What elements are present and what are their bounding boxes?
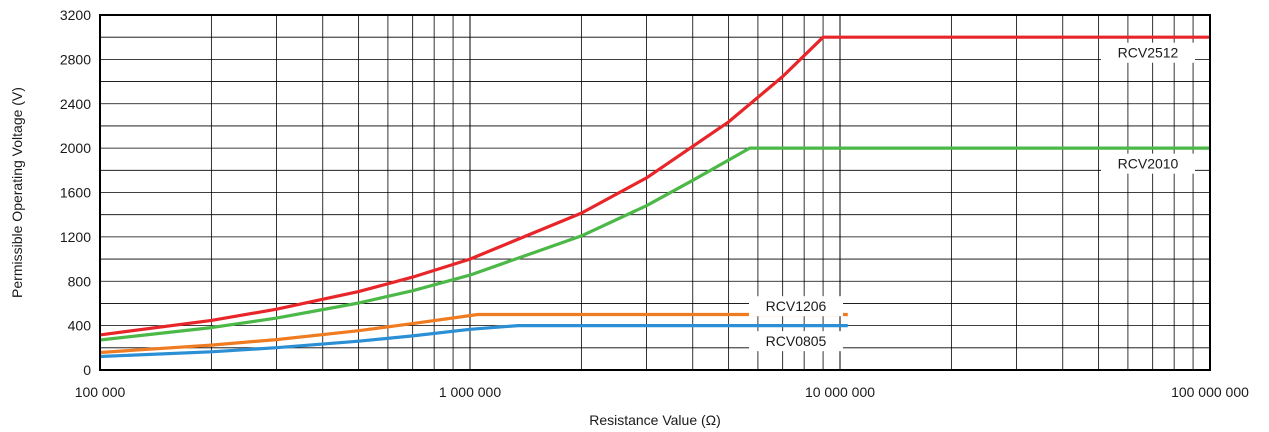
series-line-rcv2512: [99, 35, 1210, 337]
y-axis-title: Permissible Operating Voltage (V): [9, 87, 25, 298]
series-label-background: [1101, 42, 1195, 63]
plot-frame: [99, 14, 1211, 371]
x-axis-ticks: 100 000 1 000 000 10 000 000 100 000 000: [75, 384, 1249, 400]
series-label-background: [749, 331, 843, 352]
series-label-rcv0805: RCV0805: [766, 333, 827, 349]
y-tick-label: 800: [68, 273, 92, 289]
y-tick-label: 2000: [60, 140, 91, 156]
x-tick-label: 100 000 000: [1171, 384, 1249, 400]
series-line-rcv1206: [99, 312, 848, 355]
series-lines: [99, 35, 1210, 359]
series-label-background: [749, 296, 843, 317]
series-label-rcv2010: RCV2010: [1118, 156, 1179, 172]
y-tick-label: 2800: [60, 51, 91, 67]
x-tick-label: 1 000 000: [439, 384, 501, 400]
grid: [99, 14, 1210, 371]
series-labels: RCV2512 RCV2010 RCV1206 RCV0805: [749, 42, 1195, 352]
series-label-rcv2512: RCV2512: [1118, 45, 1179, 61]
x-tick-label: 10 000 000: [805, 384, 875, 400]
y-tick-label: 1200: [60, 229, 91, 245]
series-line-rcv2010: [99, 146, 1210, 342]
y-tick-label: 3200: [60, 7, 91, 23]
series-label-rcv1206: RCV1206: [766, 298, 827, 314]
y-tick-label: 2400: [60, 96, 91, 112]
y-tick-label: 0: [83, 362, 91, 378]
y-axis-ticks: 0 400 800 1200 1600 2000 2400 2800 3200: [60, 7, 91, 378]
series-label-background: [1101, 153, 1195, 174]
x-axis-title: Resistance Value (Ω): [589, 412, 721, 428]
x-tick-label: 100 000: [75, 384, 126, 400]
y-tick-label: 1600: [60, 185, 91, 201]
series-line-rcv0805: [99, 324, 848, 359]
y-tick-label: 400: [68, 318, 92, 334]
